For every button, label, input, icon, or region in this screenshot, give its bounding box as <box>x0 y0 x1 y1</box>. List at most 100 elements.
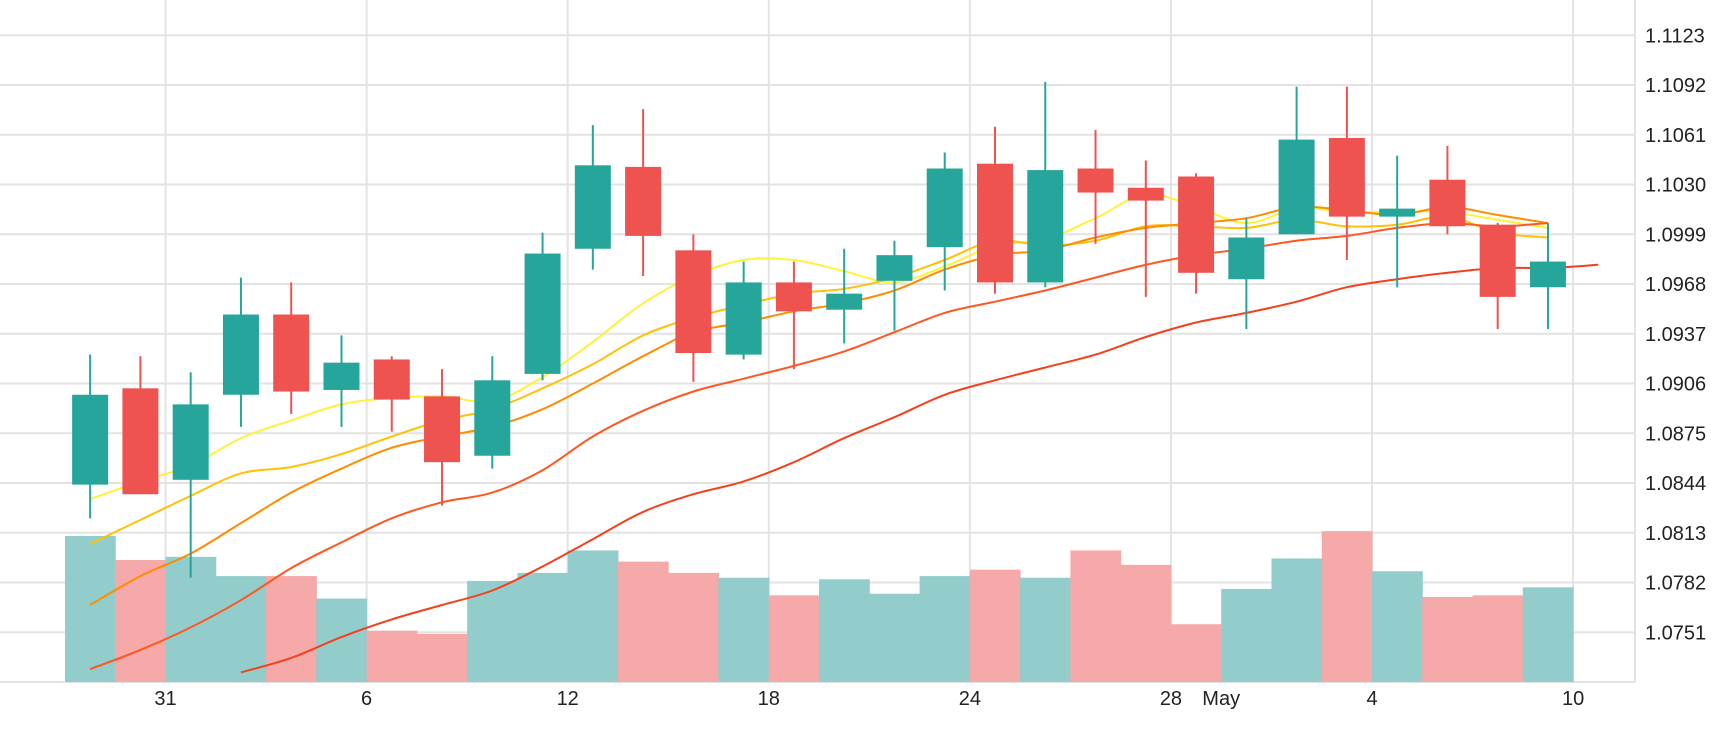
candle-body <box>1278 139 1315 235</box>
volume-bar <box>65 535 116 682</box>
y-tick-label: 1.0875 <box>1645 423 1706 445</box>
candle-body <box>826 293 863 310</box>
y-tick-label: 1.0906 <box>1645 374 1706 396</box>
y-tick-label: 1.0999 <box>1645 224 1706 246</box>
volume-bar <box>316 598 368 682</box>
candle-body <box>876 255 913 281</box>
candle <box>1077 129 1114 244</box>
volume-bar <box>869 593 921 682</box>
candle <box>1379 155 1416 288</box>
volume-bar <box>1221 588 1272 682</box>
volume-bar <box>1321 531 1373 682</box>
candle <box>926 152 963 291</box>
candle-body <box>775 282 812 312</box>
x-tick-label: 10 <box>1562 688 1584 710</box>
y-tick-label: 1.1030 <box>1645 175 1706 197</box>
candle <box>725 261 762 360</box>
candle <box>625 109 662 277</box>
moving-average-line <box>240 263 1599 674</box>
candle <box>826 248 863 344</box>
x-axis-labels: 31 6 12 18 24 28 May 4 10 <box>154 688 1584 710</box>
volume-bar <box>567 550 619 682</box>
candle <box>273 282 310 415</box>
moving-average-line <box>89 222 1549 671</box>
volume-bar <box>1020 577 1071 682</box>
candle <box>373 356 410 432</box>
candle-body <box>1479 224 1516 297</box>
y-tick-label: 1.0937 <box>1645 324 1706 346</box>
volume-bar <box>215 576 267 682</box>
candle-body <box>1027 170 1064 283</box>
candle-body <box>625 166 662 236</box>
volume-bar <box>266 576 317 682</box>
candle-body <box>1127 187 1164 201</box>
x-tick-label: 6 <box>361 688 372 710</box>
y-tick-label: 1.0968 <box>1645 274 1706 296</box>
volume-bar <box>919 576 971 682</box>
volume-bar <box>617 561 669 682</box>
candle <box>876 240 913 331</box>
x-tick-label: May <box>1202 688 1240 710</box>
candle-body <box>72 394 109 485</box>
y-tick-label: 1.0782 <box>1645 573 1706 595</box>
candle <box>122 356 159 495</box>
y-tick-label: 1.1092 <box>1645 75 1706 97</box>
volume-bar <box>517 572 569 682</box>
candle-body <box>1077 168 1114 193</box>
candle <box>675 234 712 382</box>
candle-body <box>172 404 209 480</box>
candle-body <box>524 253 561 374</box>
x-tick-label: 18 <box>758 688 780 710</box>
candle <box>1529 223 1566 329</box>
volume-bar <box>1422 596 1474 682</box>
y-tick-label: 1.1123 <box>1645 25 1705 47</box>
volume-bars <box>65 531 1574 682</box>
candle <box>323 335 360 427</box>
candle <box>222 277 259 427</box>
volume-bar <box>467 580 518 682</box>
volume-bar <box>1070 550 1122 682</box>
volume-bar <box>1271 558 1323 682</box>
y-tick-label: 1.0751 <box>1645 622 1706 644</box>
y-tick-label: 1.0844 <box>1645 473 1706 495</box>
candle <box>474 356 511 469</box>
x-tick-label: 28 <box>1160 688 1182 710</box>
candle <box>172 372 209 578</box>
x-tick-label: 31 <box>154 688 176 710</box>
volume-bar <box>969 569 1021 682</box>
y-tick-label: 1.0813 <box>1645 523 1706 545</box>
candle-body <box>926 168 963 248</box>
volume-bar <box>768 595 820 682</box>
y-axis-labels: 1.1123 1.1092 1.1061 1.1030 1.0999 1.0968 1.09… <box>1645 25 1706 644</box>
candle-body <box>1228 237 1265 280</box>
volume-bar <box>1120 564 1172 682</box>
candle-body <box>675 250 712 354</box>
candlesticks <box>72 81 1566 578</box>
candle <box>1178 173 1215 294</box>
candle <box>1328 86 1365 260</box>
candle-body <box>1429 179 1466 227</box>
candle-body <box>976 163 1013 283</box>
volume-bar <box>819 579 870 682</box>
candle-body <box>373 359 410 400</box>
candle-body <box>323 362 360 390</box>
candle <box>1479 223 1516 329</box>
candle <box>72 354 109 519</box>
x-tick-label: 24 <box>959 688 981 710</box>
candle <box>1278 86 1315 235</box>
candle <box>976 126 1013 294</box>
candle-body <box>424 396 461 463</box>
candle <box>524 232 561 381</box>
volume-bar <box>668 572 720 682</box>
volume-bar <box>115 560 167 682</box>
candle <box>775 261 812 370</box>
x-tick-label: 12 <box>557 688 579 710</box>
candle <box>1127 160 1164 297</box>
volume-bar <box>1372 571 1423 682</box>
volume-bar <box>1472 595 1524 682</box>
candle-body <box>574 165 611 249</box>
volume-bar <box>366 630 418 682</box>
volume-bar <box>1170 624 1222 682</box>
candle-body <box>273 314 310 392</box>
